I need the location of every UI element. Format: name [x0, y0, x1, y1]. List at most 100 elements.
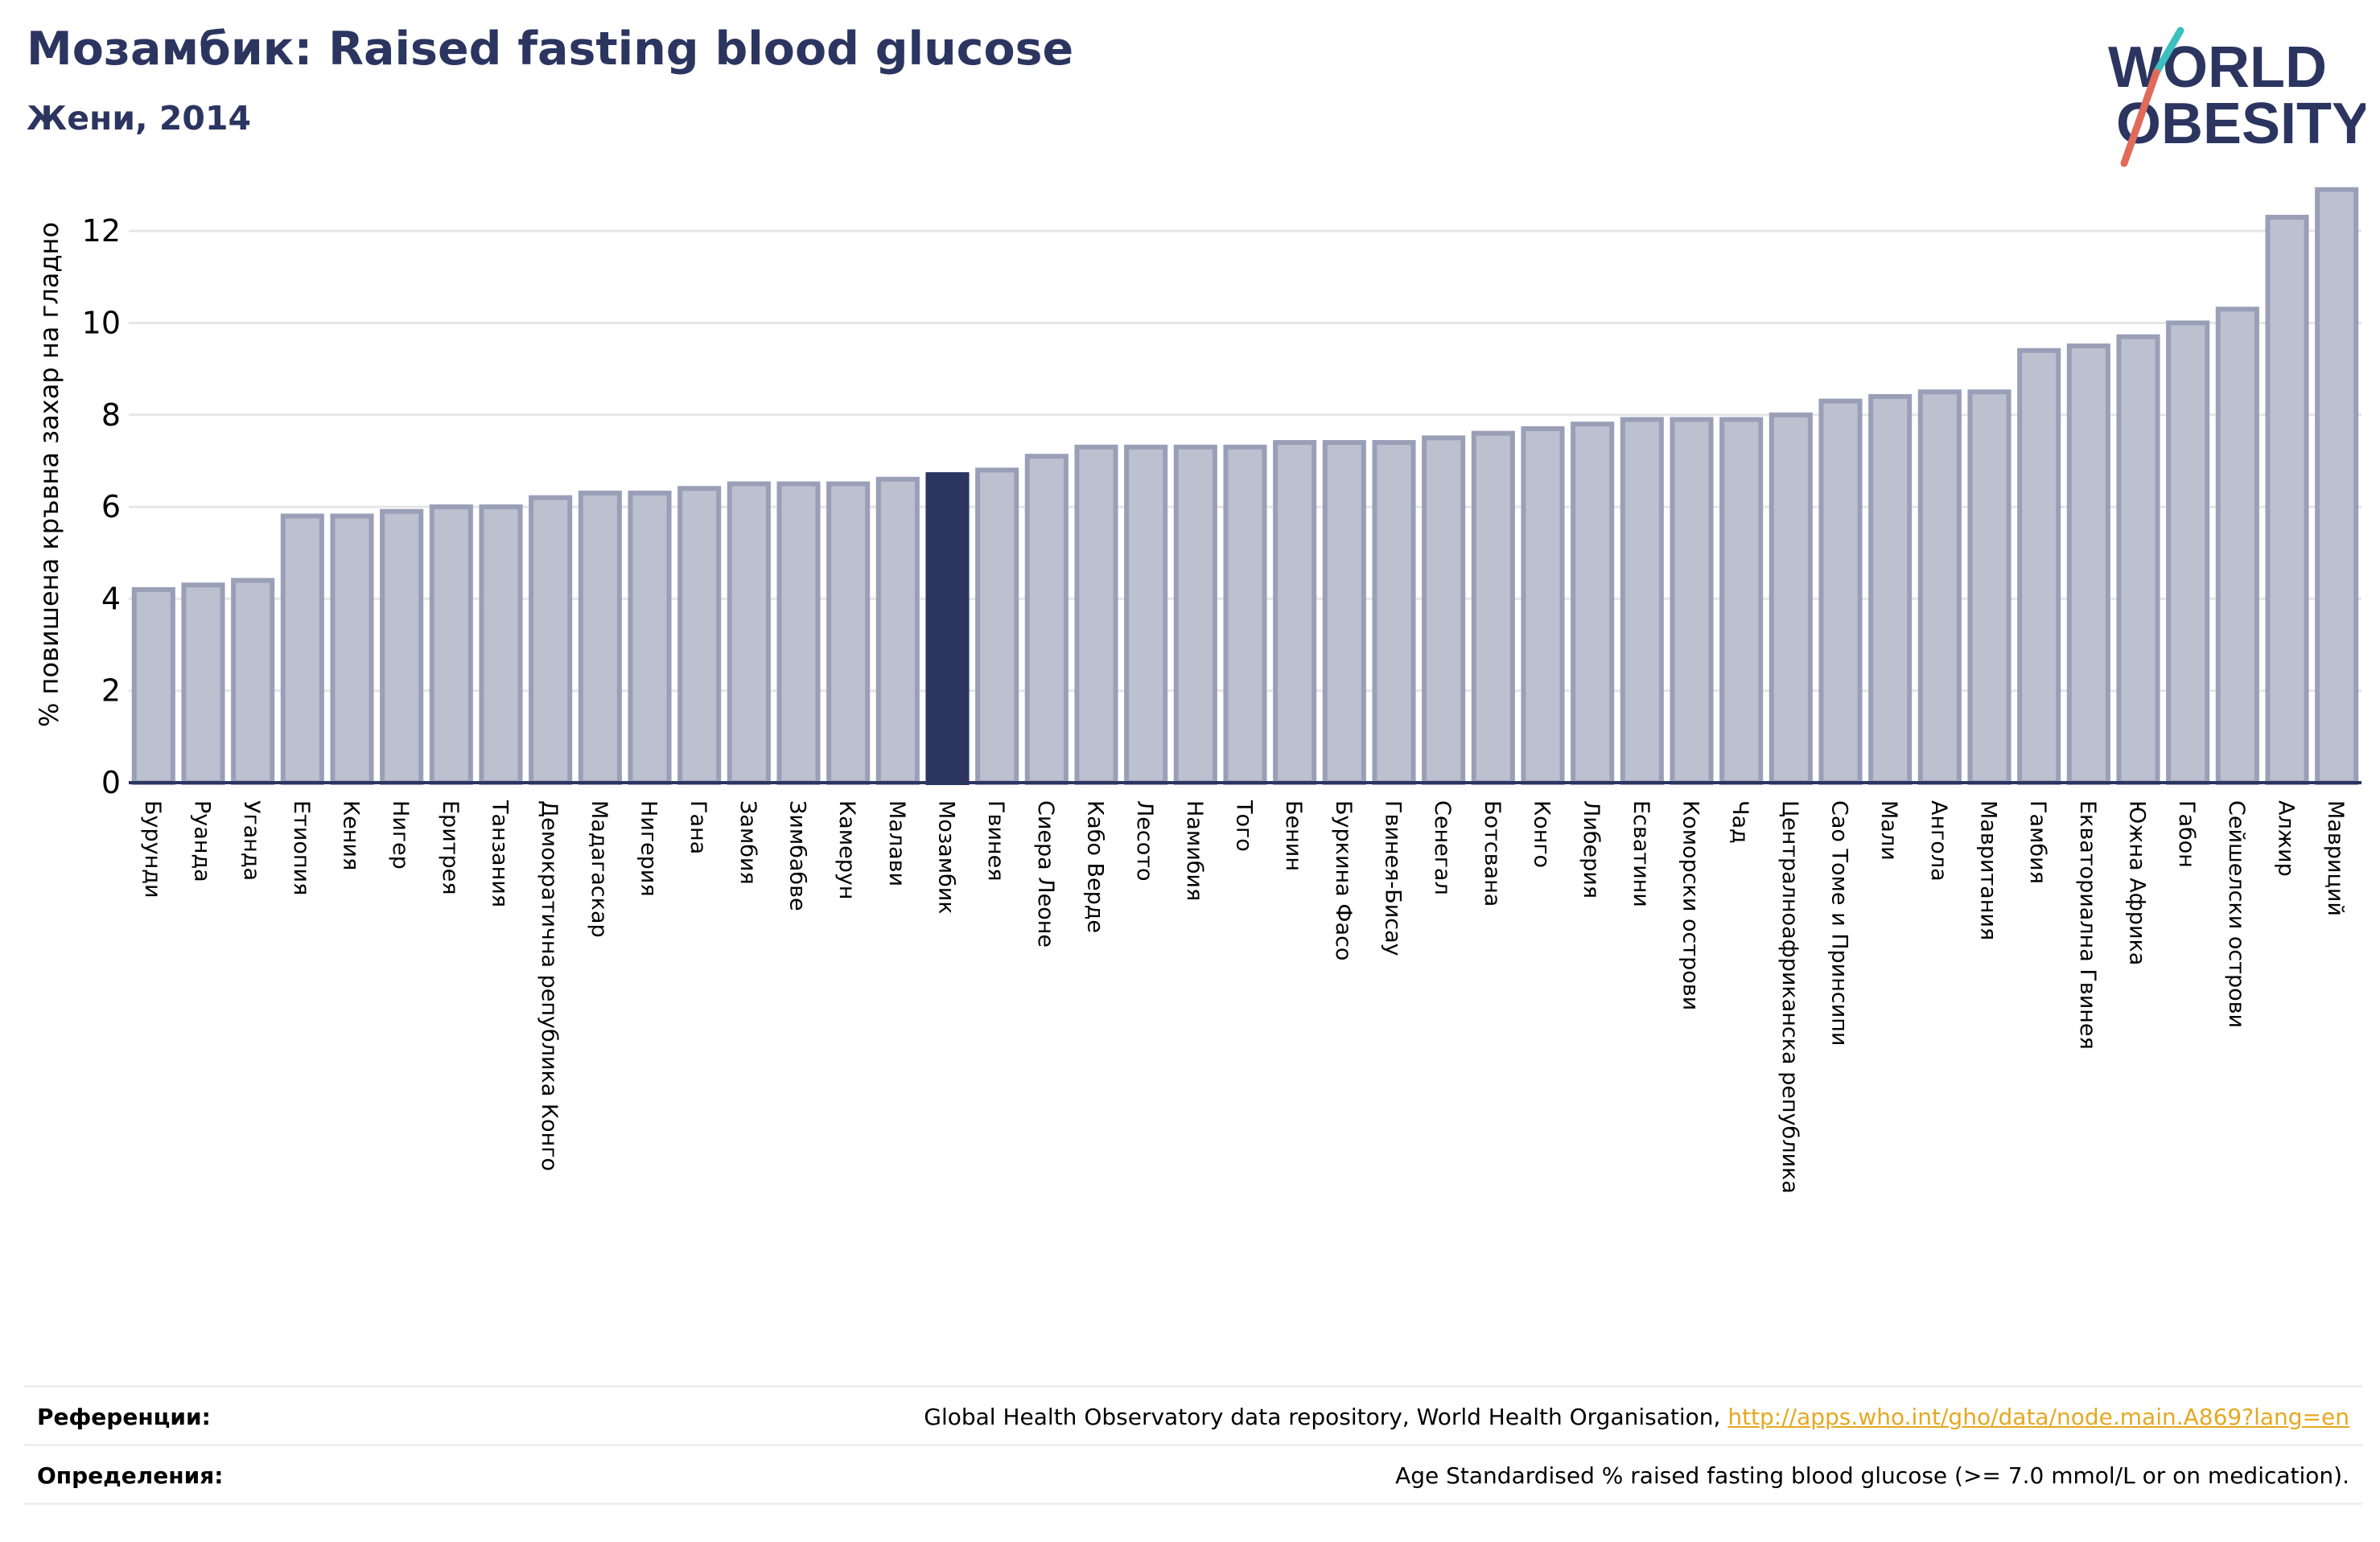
bar-chart: 0 2 4 6 8 10 12 Бурунди Руанда Уганда Етиопия Кени… — [34, 187, 2361, 1194]
references-table: Референции: Global Health Observatory da… — [24, 1385, 2362, 1505]
bar-5 — [330, 513, 374, 785]
bar-40 — [2066, 343, 2110, 785]
x-tick-label: Кения — [339, 800, 364, 870]
x-tick-label: Руанда — [190, 800, 215, 882]
x-tick-label: Конго — [1530, 800, 1554, 868]
bar-39 — [2017, 347, 2061, 785]
x-tick-label: Еритрея — [438, 800, 463, 894]
bar-16 — [875, 476, 920, 785]
bar-18 — [975, 467, 1019, 785]
definitions-text: Age Standardised % raised fasting blood … — [1395, 1462, 2349, 1489]
world-obesity-logo: WORLD OBESITY — [2108, 27, 2366, 167]
x-tick-label: Сао Томе и Принсипи — [1827, 800, 1852, 1046]
x-tick-label: Чад — [1727, 800, 1752, 844]
y-tick-label: 10 — [82, 305, 121, 340]
x-tick-label: Мозамбик — [934, 800, 959, 915]
x-tick-label: Южна Африка — [2125, 800, 2150, 965]
bar-20 — [1074, 444, 1118, 785]
svg-text:WORLD: WORLD — [2108, 35, 2327, 100]
svg-text:OBESITY: OBESITY — [2116, 92, 2366, 156]
bar-17 — [925, 472, 970, 785]
bar-15 — [826, 481, 871, 785]
x-tick-label: Ботсвана — [1480, 800, 1505, 907]
bar-3 — [231, 578, 275, 785]
x-tick-label: Ангола — [1926, 800, 1951, 882]
bar-8 — [479, 504, 523, 785]
bar-32 — [1670, 417, 1714, 785]
y-tick-label: 8 — [101, 397, 121, 433]
x-tick-label: Гана — [686, 800, 710, 854]
bar-23 — [1223, 444, 1267, 785]
x-tick-label: Мали — [1876, 800, 1901, 861]
bar-37 — [1917, 389, 1962, 785]
x-tick-label: Габон — [2174, 800, 2199, 868]
references-text: Global Health Observatory data repositor… — [924, 1404, 1728, 1430]
bar-36 — [1868, 393, 1913, 785]
x-tick-label: Сиера Леоне — [1033, 800, 1058, 948]
x-tick-label: Буркина Фасо — [1331, 800, 1356, 960]
bar-24 — [1273, 440, 1317, 785]
x-tick-label: Алжир — [2274, 800, 2299, 877]
bar-6 — [380, 508, 424, 785]
bar-30 — [1571, 421, 1615, 785]
x-tick-label: Гвинея-Бисау — [1381, 800, 1406, 956]
x-tick-label: Нигер — [388, 800, 413, 870]
bar-14 — [776, 481, 821, 785]
bar-9 — [529, 495, 573, 786]
bar-13 — [727, 481, 771, 785]
bar-4 — [280, 513, 324, 785]
definitions-label: Определения: — [37, 1462, 224, 1489]
x-tick-label: Централноафриканска република — [1777, 800, 1802, 1194]
x-tick-label: Мадагаскар — [587, 800, 611, 938]
references-row: Референции: Global Health Observatory da… — [24, 1388, 2362, 1446]
definitions-row: Определения: Age Standardised % raised f… — [24, 1446, 2362, 1505]
bar-11 — [628, 490, 672, 786]
x-tick-label: Сейшелски острови — [2224, 800, 2249, 1028]
bar-25 — [1322, 440, 1366, 785]
x-tick-label: Бурунди — [140, 800, 165, 898]
references-label: Референции: — [37, 1404, 211, 1430]
page-subtitle: Жени, 2014 — [27, 99, 252, 138]
bar-43 — [2215, 306, 2259, 786]
bar-29 — [1521, 426, 1565, 786]
bar-1 — [131, 586, 175, 786]
bar-44 — [2265, 215, 2309, 785]
bar-22 — [1173, 444, 1217, 785]
y-tick-label: 2 — [101, 673, 121, 709]
y-tick-label: 4 — [101, 581, 121, 616]
bar-27 — [1422, 435, 1466, 785]
x-tick-label: Лесото — [1132, 800, 1157, 882]
x-tick-label: Мавриций — [2323, 800, 2348, 916]
bar-31 — [1620, 417, 1664, 785]
x-tick-label: Мавритания — [1976, 800, 2001, 940]
references-value: Global Health Observatory data repositor… — [924, 1404, 2349, 1430]
bar-33 — [1719, 417, 1764, 785]
x-tick-label: Зимбабве — [785, 800, 810, 911]
y-tick-label: 0 — [101, 765, 121, 800]
x-tick-label: Намибия — [1182, 800, 1207, 901]
x-tick-label: Малави — [884, 800, 909, 886]
x-tick-label: Екваториална Гвинея — [2075, 800, 2100, 1050]
bar-7 — [429, 504, 473, 785]
bar-35 — [1818, 398, 1863, 785]
x-tick-label: Сенегал — [1430, 800, 1455, 895]
x-tick-label: Есватини — [1629, 800, 1653, 907]
bar-19 — [1024, 454, 1069, 785]
bar-28 — [1471, 430, 1515, 786]
x-tick-label: Замбия — [735, 800, 760, 885]
bar-38 — [1967, 389, 2011, 785]
bar-42 — [2166, 320, 2210, 785]
bar-21 — [1124, 444, 1168, 785]
x-tick-label: Коморски острови — [1678, 800, 1703, 1010]
x-tick-label: Либерия — [1579, 800, 1604, 898]
references-link[interactable]: http://apps.who.int/gho/data/node.main.A… — [1727, 1404, 2349, 1430]
x-tick-label: Камерун — [834, 800, 859, 899]
y-axis-label: % повишена кръвна захар на гладно — [34, 222, 64, 727]
x-tick-label: Гамбия — [2025, 800, 2050, 884]
y-tick-label: 6 — [101, 489, 121, 524]
x-tick-label: Кабо Верде — [1083, 800, 1108, 933]
bar-41 — [2116, 334, 2160, 786]
x-tick-label: Етиопия — [289, 800, 314, 895]
x-tick-label: Уганда — [239, 800, 264, 881]
bar-10 — [578, 490, 622, 786]
